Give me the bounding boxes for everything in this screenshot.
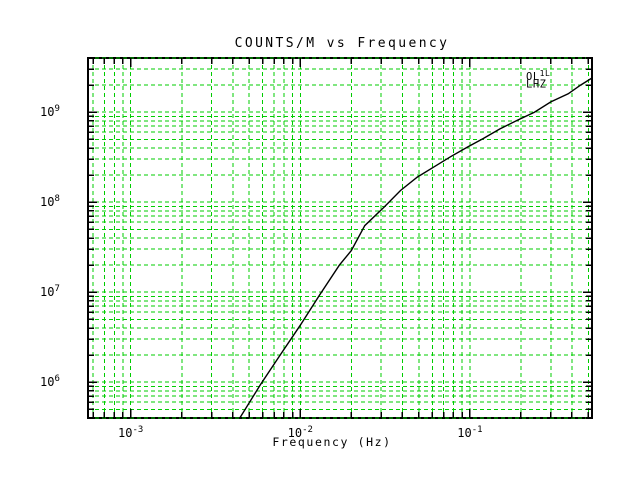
x-tick-label-1e-3: 10-3	[118, 425, 143, 440]
tick-base: 10	[118, 426, 132, 440]
y-tick-label-1e9: 109	[40, 104, 60, 119]
tick-base: 10	[288, 426, 302, 440]
chart-title: COUNTS/M vs Frequency	[235, 36, 450, 51]
legend-channel-label: LHZ	[526, 79, 546, 91]
y-tick-label-1e6: 106	[40, 374, 60, 389]
y-tick-label-1e7: 107	[40, 284, 60, 299]
x-tick-label-1e-2: 10-2	[288, 425, 313, 440]
tick-exponent: 6	[54, 374, 59, 384]
tick-exponent: -2	[302, 425, 313, 435]
tick-base: 10	[40, 195, 54, 209]
tick-base: 10	[457, 426, 471, 440]
tick-exponent: 9	[54, 104, 59, 114]
grid-lines	[88, 57, 592, 419]
tick-exponent: -1	[472, 425, 483, 435]
legend-station-sup: 1L	[540, 69, 551, 78]
legend-station-base: OL	[526, 71, 540, 83]
tick-base: 10	[40, 375, 54, 389]
legend-station-label: OL1L	[526, 69, 550, 83]
tick-base: 10	[40, 285, 54, 299]
x-tick-label-1e-1: 10-1	[457, 425, 482, 440]
tick-exponent: -3	[133, 425, 144, 435]
x-axis-label: Frequency (Hz)	[272, 435, 391, 449]
response-curve	[239, 77, 592, 418]
tick-exponent: 8	[54, 194, 59, 204]
y-tick-label-1e8: 108	[40, 194, 60, 209]
tick-exponent: 7	[54, 284, 59, 294]
tick-base: 10	[40, 105, 54, 119]
axis-ticks	[88, 57, 592, 419]
